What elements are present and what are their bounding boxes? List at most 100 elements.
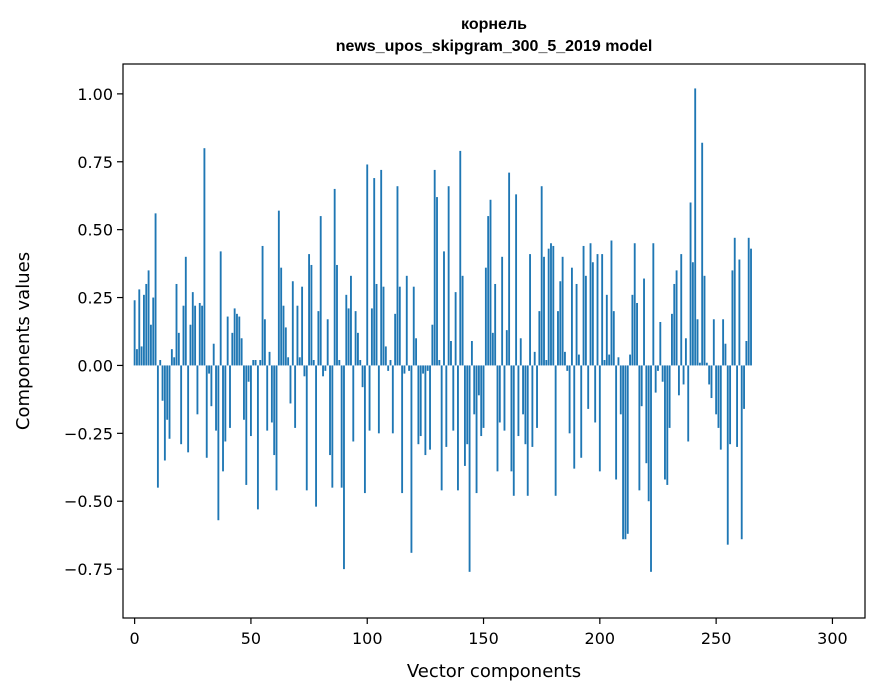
x-tick-label: 300 <box>817 629 848 648</box>
bar-24 <box>189 324 192 366</box>
bar-34 <box>212 343 215 366</box>
bar-134 <box>445 365 448 447</box>
bar-66 <box>287 357 290 366</box>
bar-6 <box>147 270 150 366</box>
bar-87 <box>336 264 338 366</box>
bar-103 <box>373 178 376 366</box>
bar-106 <box>380 169 383 366</box>
bar-115 <box>401 365 404 494</box>
bar-23 <box>187 365 190 453</box>
bar-141 <box>461 275 464 366</box>
bar-2 <box>138 289 141 366</box>
bar-163 <box>512 365 515 496</box>
bar-161 <box>508 172 511 366</box>
bar-232 <box>673 283 676 366</box>
bar-155 <box>494 283 497 366</box>
bar-47 <box>243 365 245 420</box>
bar-48 <box>245 365 248 485</box>
bar-182 <box>557 311 559 366</box>
bar-85 <box>331 365 334 488</box>
bar-243 <box>698 362 701 366</box>
bar-68 <box>291 281 294 366</box>
bar-198 <box>594 365 597 423</box>
bar-173 <box>536 365 538 428</box>
bar-49 <box>247 365 250 382</box>
bar-101 <box>368 365 371 431</box>
bar-193 <box>582 245 585 366</box>
bar-102 <box>370 308 373 366</box>
bar-250 <box>715 365 718 415</box>
bar-168 <box>524 365 527 445</box>
bar-99 <box>363 365 366 494</box>
bar-160 <box>505 330 508 366</box>
bar-63 <box>280 267 283 366</box>
bar-188 <box>570 267 573 366</box>
bar-129 <box>433 169 436 366</box>
bar-67 <box>289 365 292 404</box>
bar-86 <box>333 188 336 366</box>
bar-240 <box>691 262 694 366</box>
bar-216 <box>636 302 638 366</box>
bar-165 <box>517 365 520 437</box>
bar-251 <box>717 365 720 428</box>
bar-104 <box>375 283 378 366</box>
bar-157 <box>498 365 501 423</box>
bar-1 <box>136 349 138 366</box>
bar-120 <box>412 286 415 366</box>
bar-265 <box>750 248 752 366</box>
bar-108 <box>384 346 387 366</box>
bar-50 <box>250 365 252 437</box>
bar-162 <box>510 365 513 472</box>
bar-190 <box>575 283 578 366</box>
bar-244 <box>701 142 704 366</box>
y-tick-label: 0.50 <box>77 221 113 240</box>
bar-61 <box>275 365 278 491</box>
bar-113 <box>396 186 399 366</box>
bar-43 <box>233 308 236 366</box>
bar-180 <box>552 245 555 366</box>
bar-218 <box>640 365 643 407</box>
bar-95 <box>354 311 357 366</box>
x-axis-label: Vector components <box>407 661 581 682</box>
bar-0 <box>133 300 136 366</box>
bar-13 <box>163 365 166 461</box>
bar-136 <box>450 341 452 366</box>
y-tick-label: 0.75 <box>77 153 113 172</box>
bar-236 <box>682 365 685 385</box>
bar-223 <box>652 243 655 366</box>
bar-169 <box>526 365 529 496</box>
y-tick-label: −0.25 <box>64 424 113 443</box>
bar-128 <box>431 324 434 366</box>
bar-15 <box>168 365 171 439</box>
bar-143 <box>466 365 469 445</box>
bar-40 <box>226 316 229 366</box>
bar-16 <box>170 349 173 366</box>
bar-249 <box>712 319 715 366</box>
bar-42 <box>231 332 234 366</box>
bar-142 <box>463 365 466 466</box>
bar-118 <box>408 365 411 371</box>
bar-191 <box>577 354 580 366</box>
bar-192 <box>580 365 583 458</box>
bar-90 <box>343 365 345 570</box>
bar-20 <box>180 365 183 445</box>
bar-26 <box>194 305 197 366</box>
bar-70 <box>296 305 299 366</box>
x-tick-label: 100 <box>352 629 383 648</box>
bar-130 <box>436 197 438 366</box>
bar-14 <box>166 365 169 420</box>
bar-39 <box>224 365 227 442</box>
y-axis-label: Components values <box>13 252 34 430</box>
bar-185 <box>564 351 566 366</box>
bar-52 <box>254 360 257 366</box>
bar-31 <box>205 365 208 458</box>
bar-37 <box>219 251 222 366</box>
bar-111 <box>391 365 394 434</box>
bar-25 <box>191 292 194 366</box>
bar-196 <box>589 243 592 366</box>
bar-237 <box>684 338 687 366</box>
bar-264 <box>747 237 750 366</box>
x-tick-label: 0 <box>130 629 140 648</box>
bar-112 <box>394 313 397 366</box>
